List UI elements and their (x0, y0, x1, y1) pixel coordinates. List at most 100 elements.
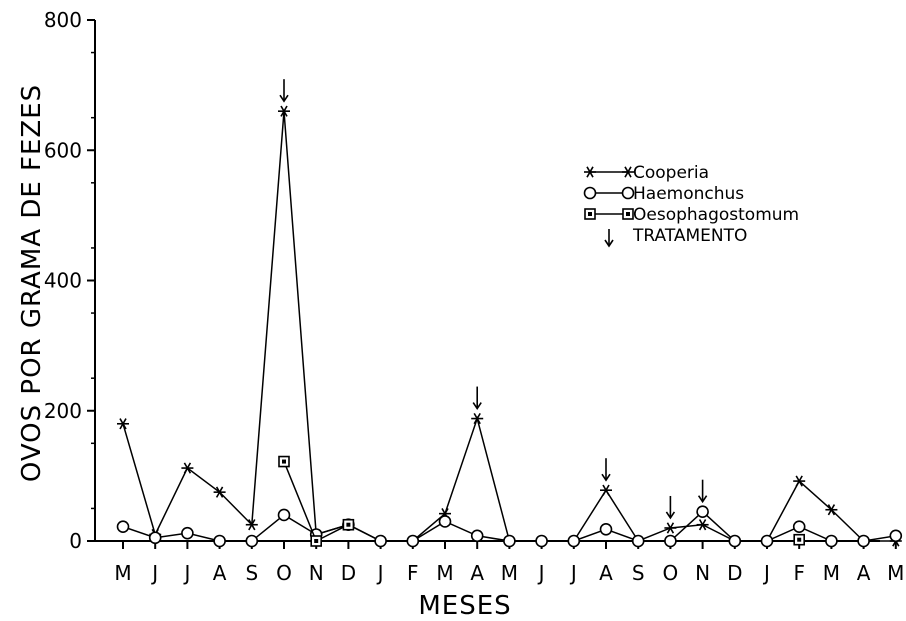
data-point-haemonchus (728, 534, 742, 548)
data-point-haemonchus (470, 529, 484, 543)
data-point-cooperia (245, 519, 258, 531)
legend-marker-square (584, 208, 596, 220)
x-tick-label: O (276, 561, 292, 585)
y-axis-title: OVOS POR GRAMA DE FEZES (17, 84, 47, 482)
data-point-haemonchus (245, 534, 259, 548)
data-point-haemonchus (567, 534, 581, 548)
x-tick-label: O (663, 561, 679, 585)
data-point-cooperia (825, 504, 838, 516)
x-tick-label: J (182, 561, 190, 585)
legend-label-haemonchus: Haemonchus (633, 184, 744, 204)
treatment-arrows (279, 79, 708, 520)
data-point-cooperia (471, 412, 484, 425)
series-line-cooperia (122, 111, 896, 542)
x-tick-label: A (857, 561, 871, 585)
data-point-oesophagostomum (793, 533, 806, 546)
data-point-haemonchus (503, 534, 516, 548)
data-point-cooperia (181, 462, 194, 474)
treatment-arrow (279, 79, 289, 103)
data-point-cooperia (793, 475, 806, 487)
legend-marker-asterisk (584, 166, 596, 178)
data-point-haemonchus (889, 529, 903, 543)
x-tick-label: J (376, 561, 384, 585)
legend-marker-square (622, 208, 634, 220)
treatment-arrow (601, 458, 611, 482)
legend-label-cooperia: Cooperia (633, 163, 709, 183)
legend-entry-haemonchus: Haemonchus (583, 184, 744, 204)
data-point-haemonchus (760, 534, 774, 548)
x-tick-label: M (114, 561, 131, 585)
data-point-haemonchus (406, 534, 420, 548)
x-axis-title: MESES (418, 591, 511, 621)
data-point-haemonchus (857, 534, 870, 548)
legend-marker-circle (583, 186, 597, 200)
data-point-haemonchus (696, 505, 709, 518)
data-point-haemonchus (664, 534, 677, 548)
data-point-cooperia (278, 105, 290, 117)
data-point-cooperia (600, 484, 612, 496)
series-layer (116, 105, 903, 548)
x-tick-label: D (727, 561, 742, 585)
treatment-arrow (472, 386, 482, 411)
data-point-cooperia (117, 418, 129, 430)
y-tick-label: 0 (69, 529, 82, 553)
x-tick-label: F (407, 561, 419, 585)
legend-marker-asterisk (622, 166, 634, 178)
y-tick-label: 600 (44, 138, 82, 162)
data-point-haemonchus (825, 534, 838, 548)
data-point-haemonchus (599, 522, 613, 536)
data-point-haemonchus (792, 520, 806, 533)
legend: Cooperia Haemonchus Oesophagostomum TRAT… (583, 163, 799, 248)
series-oesophagostomum (278, 455, 806, 547)
x-tick-label: N (309, 561, 324, 585)
y-tick-label: 200 (44, 399, 82, 423)
x-tick-label: J (150, 561, 158, 585)
data-point-oesophagostomum (342, 518, 355, 531)
x-tick-label: M (501, 561, 518, 585)
x-tick-label: A (470, 561, 484, 585)
x-tick-label: N (695, 561, 710, 585)
data-point-haemonchus (148, 531, 162, 545)
axes (94, 20, 880, 542)
treatment-arrow (697, 479, 708, 504)
legend-label-tratamento: TRATAMENTO (632, 226, 747, 246)
data-point-haemonchus (181, 526, 194, 540)
data-point-haemonchus (213, 534, 226, 548)
data-point-haemonchus (116, 520, 130, 533)
x-tick-label: A (599, 561, 613, 585)
x-tick-label: D (341, 561, 356, 585)
x-tick-label: S (632, 561, 645, 585)
x-tick-label: S (245, 561, 258, 585)
y-tick-label: 400 (44, 269, 82, 293)
x-tick-label: J (569, 561, 577, 585)
data-point-oesophagostomum (278, 455, 290, 468)
legend-entry-tratamento: TRATAMENTO (604, 226, 747, 248)
legend-entry-cooperia: Cooperia (584, 163, 709, 183)
legend-marker-circle (621, 186, 635, 200)
data-point-cooperia (664, 522, 677, 534)
x-tick-label: M (436, 561, 453, 585)
x-tick-label: J (537, 561, 545, 585)
legend-entry-oesophagostomum: Oesophagostomum (584, 205, 799, 225)
x-tick-label: F (793, 561, 805, 585)
x-tick-label: M (823, 561, 840, 585)
data-point-haemonchus (277, 508, 291, 522)
data-point-haemonchus (631, 534, 645, 548)
treatment-arrow (665, 495, 676, 520)
data-point-cooperia (696, 519, 709, 531)
x-tick-label: A (213, 561, 227, 585)
x-tick-label: J (762, 561, 770, 585)
data-point-haemonchus (438, 515, 452, 528)
y-tick-label: 800 (44, 8, 82, 32)
x-tick-label: M (887, 561, 904, 585)
data-point-oesophagostomum (310, 535, 323, 547)
legend-label-oesophagostomum: Oesophagostomum (633, 205, 799, 225)
data-point-cooperia (213, 486, 226, 498)
data-point-haemonchus (535, 534, 548, 548)
series-cooperia (117, 105, 902, 547)
legend-arrow-icon (604, 229, 614, 248)
y-ticks: 0 200 400 600 800 (44, 8, 95, 553)
data-point-haemonchus (374, 534, 387, 548)
